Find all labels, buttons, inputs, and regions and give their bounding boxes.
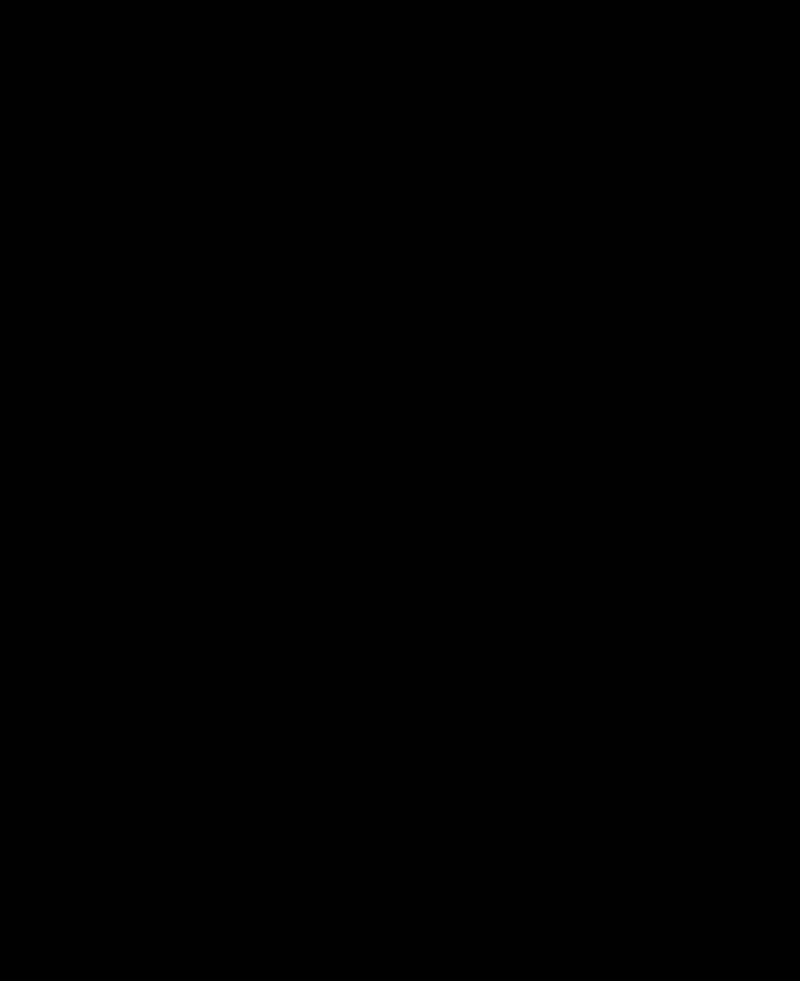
Text: 26: 26 <box>546 169 569 186</box>
Text: 18: 18 <box>393 254 415 273</box>
Text: 6: 6 <box>227 464 239 482</box>
Text: 13: 13 <box>284 121 307 138</box>
Text: 12: 12 <box>365 250 387 268</box>
Bar <box>388 145 393 271</box>
Text: 15: 15 <box>315 117 338 135</box>
Text: 9: 9 <box>227 234 239 253</box>
Bar <box>399 145 404 271</box>
Bar <box>414 113 427 135</box>
Text: 16: 16 <box>357 66 380 84</box>
Text: 3: 3 <box>578 90 590 108</box>
Text: 14: 14 <box>420 254 443 273</box>
Text: 23: 23 <box>423 125 446 142</box>
Text: 19: 19 <box>521 248 544 266</box>
Text: 10: 10 <box>320 128 343 145</box>
Bar <box>262 426 391 440</box>
Text: 30: 30 <box>530 202 554 221</box>
Bar <box>262 314 391 440</box>
Text: 28: 28 <box>554 56 577 74</box>
Text: 4: 4 <box>316 439 327 457</box>
Bar <box>399 145 535 271</box>
Bar <box>262 426 391 440</box>
Text: 8: 8 <box>227 143 239 162</box>
Bar <box>226 280 551 483</box>
Bar <box>411 111 532 137</box>
Text: 27: 27 <box>546 181 569 199</box>
Bar <box>242 145 393 271</box>
Text: 25: 25 <box>560 44 583 63</box>
Text: 11: 11 <box>241 219 264 236</box>
Text: 24: 24 <box>544 124 567 141</box>
Text: 31: 31 <box>280 102 302 120</box>
Bar <box>516 113 530 135</box>
Text: 5: 5 <box>228 270 239 287</box>
Text: 29: 29 <box>425 56 448 74</box>
Text: 17: 17 <box>464 251 486 269</box>
Text: 22: 22 <box>544 112 567 129</box>
Text: 21: 21 <box>526 226 550 243</box>
Text: 2: 2 <box>520 252 532 270</box>
Text: 7: 7 <box>248 370 259 387</box>
Text: 1: 1 <box>266 270 278 287</box>
Text: 20: 20 <box>541 155 564 173</box>
